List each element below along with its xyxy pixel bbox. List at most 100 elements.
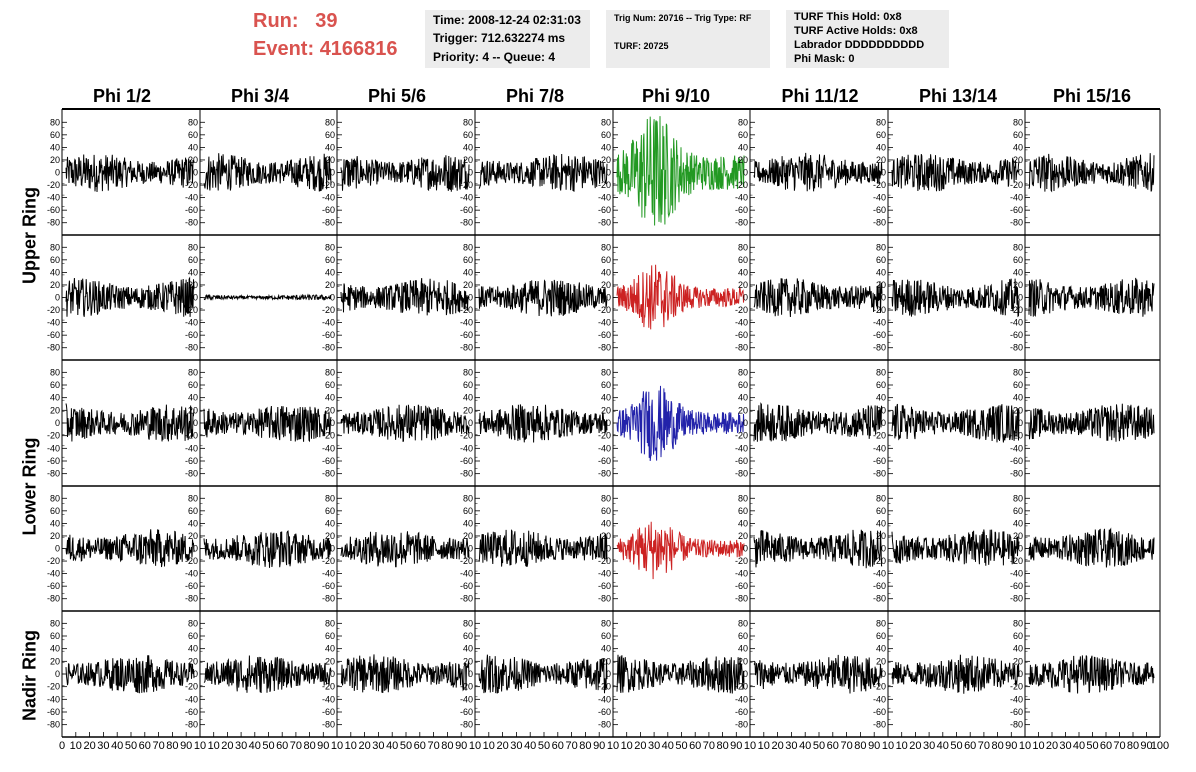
y-tick-label: 0 [193, 418, 198, 428]
y-tick-label: 20 [325, 656, 335, 666]
y-tick-label: -40 [873, 443, 886, 453]
waveform-panel-r1-c2: -80 -60 -40 -20 0 20 40 60 80 [322, 242, 470, 353]
y-tick-label: -40 [460, 193, 473, 203]
waveform-panel-r4-c3: -80 -60 -40 -20 0 20 40 60 80 [460, 618, 608, 730]
column-header-phi-13-14: Phi 13/14 [918, 86, 998, 106]
waveform-trace-r3-c1 [203, 530, 332, 568]
y-axis-r0-c0: -80 -60 -40 -20 0 20 40 60 80 [47, 117, 67, 228]
y-tick-label: 80 [1013, 367, 1023, 377]
x-tick-label: 30 [510, 740, 522, 752]
y-tick-label: 60 [325, 380, 335, 390]
y-tick-label: -60 [185, 330, 198, 340]
y-tick-label: -40 [322, 318, 335, 328]
waveform-panel-r3-c0: -80 -60 -40 -20 0 20 40 60 80 [47, 493, 195, 604]
column-header-phi-11-12: Phi 11/12 [781, 86, 859, 106]
y-tick-label: 20 [463, 656, 473, 666]
y-tick-label: 40 [188, 518, 198, 528]
waveform-trace-r3-c6 [891, 529, 1020, 566]
y-tick-label: 20 [601, 280, 611, 290]
y-axis-r2-c5: -80 -60 -40 -20 0 20 40 60 80 [735, 367, 755, 479]
waveform-panel-r3-c5: -80 -60 -40 -20 0 20 40 60 80 [735, 493, 883, 604]
y-tick-label: 20 [188, 155, 198, 165]
y-tick-label: -20 [185, 180, 198, 190]
y-tick-label: -60 [873, 707, 886, 717]
y-tick-label: -40 [185, 694, 198, 704]
waveform-trace-r1-c0 [65, 276, 195, 317]
y-tick-label: 40 [738, 393, 748, 403]
y-tick-label: -80 [185, 720, 198, 730]
waveform-trace-r0-c0 [65, 154, 195, 193]
y-tick-label: -20 [322, 431, 335, 441]
waveform-panel-r1-c5: -80 -60 -40 -20 0 20 40 60 80 [735, 242, 883, 353]
y-tick-label: 80 [601, 117, 611, 127]
waveform-trace-r1-c5 [753, 278, 883, 318]
y-tick-label: -80 [460, 720, 473, 730]
y-tick-label: 20 [463, 155, 473, 165]
y-tick-label: -20 [47, 556, 60, 566]
y-tick-label: -40 [735, 569, 748, 579]
y-tick-label: -80 [322, 594, 335, 604]
x-tick-label: 20 [771, 740, 783, 752]
y-axis-r4-c2: -80 -60 -40 -20 0 20 40 60 80 [322, 618, 342, 730]
y-axis-r0-c7: -80 -60 -40 -20 0 20 40 60 80 [1010, 117, 1030, 228]
y-tick-label: 60 [50, 130, 60, 140]
y-tick-label: 60 [463, 130, 473, 140]
waveform-trace-r4-c5 [753, 654, 883, 694]
y-tick-label: 60 [738, 255, 748, 265]
waveform-trace-r2-c6 [891, 403, 1020, 443]
x-tick-label: 20 [1046, 740, 1058, 752]
waveform-trace-r2-c7 [1028, 403, 1155, 442]
y-axis-r4-c0: -80 -60 -40 -20 0 20 40 60 80 [47, 618, 67, 730]
y-tick-label: -80 [185, 469, 198, 479]
y-tick-label: 40 [876, 393, 886, 403]
y-tick-label: -80 [1010, 343, 1023, 353]
y-tick-label: -40 [1010, 318, 1023, 328]
y-tick-label: 40 [325, 142, 335, 152]
y-tick-label: -20 [460, 180, 473, 190]
y-tick-label: 0 [881, 293, 886, 303]
y-tick-label: 60 [188, 255, 198, 265]
waveform-trace-r3-c4 [616, 521, 745, 580]
y-tick-label: -20 [322, 682, 335, 692]
y-tick-label: -80 [735, 218, 748, 228]
y-tick-label: 60 [1013, 631, 1023, 641]
column-header-phi-15-16: Phi 15/16 [1052, 86, 1132, 106]
y-tick-label: 80 [188, 242, 198, 252]
x-tick-label: 20 [358, 740, 370, 752]
y-tick-label: -20 [1010, 431, 1023, 441]
x-tick-label: 50 [950, 740, 962, 752]
y-tick-label: 0 [606, 418, 611, 428]
y-axis-r1-c6: -80 -60 -40 -20 0 20 40 60 80 [873, 242, 893, 353]
y-tick-label: 60 [601, 506, 611, 516]
y-tick-label: -80 [873, 594, 886, 604]
x-tick-label: 10 [194, 740, 206, 752]
waveform-trace-r3-c0 [65, 529, 195, 568]
y-tick-label: -60 [460, 581, 473, 591]
y-axis-r1-c2: -80 -60 -40 -20 0 20 40 60 80 [322, 242, 342, 353]
y-tick-label: -80 [185, 594, 198, 604]
y-tick-label: 20 [50, 155, 60, 165]
y-tick-label: -80 [598, 343, 611, 353]
x-tick-label: 80 [303, 740, 315, 752]
y-tick-label: -80 [1010, 594, 1023, 604]
y-tick-label: 40 [738, 142, 748, 152]
turf-active-text: TURF Active Holds: 0x8 [794, 25, 918, 37]
waveform-trace-r3-c2 [340, 531, 470, 568]
y-tick-label: -60 [185, 456, 198, 466]
waveform-trace-r1-c6 [891, 278, 1020, 318]
y-tick-label: -20 [873, 305, 886, 315]
x-tick-label: 10 [607, 740, 619, 752]
column-header-phi-1-2: Phi 1/2 [92, 86, 152, 106]
y-tick-label: 0 [606, 293, 611, 303]
y-tick-label: 60 [188, 380, 198, 390]
waveform-panel-r2-c1: -80 -60 -40 -20 0 20 40 60 80 [185, 367, 332, 479]
y-tick-label: 60 [463, 380, 473, 390]
y-tick-label: 80 [325, 493, 335, 503]
y-tick-label: -40 [598, 318, 611, 328]
x-tick-label: 30 [235, 740, 247, 752]
phi-mask-text: Phi Mask: 0 [794, 53, 855, 65]
y-tick-label: 80 [188, 493, 198, 503]
y-tick-label: -80 [598, 469, 611, 479]
waveform-trace-r2-c5 [753, 402, 883, 442]
y-axis-r4-c3: -80 -60 -40 -20 0 20 40 60 80 [460, 618, 480, 730]
